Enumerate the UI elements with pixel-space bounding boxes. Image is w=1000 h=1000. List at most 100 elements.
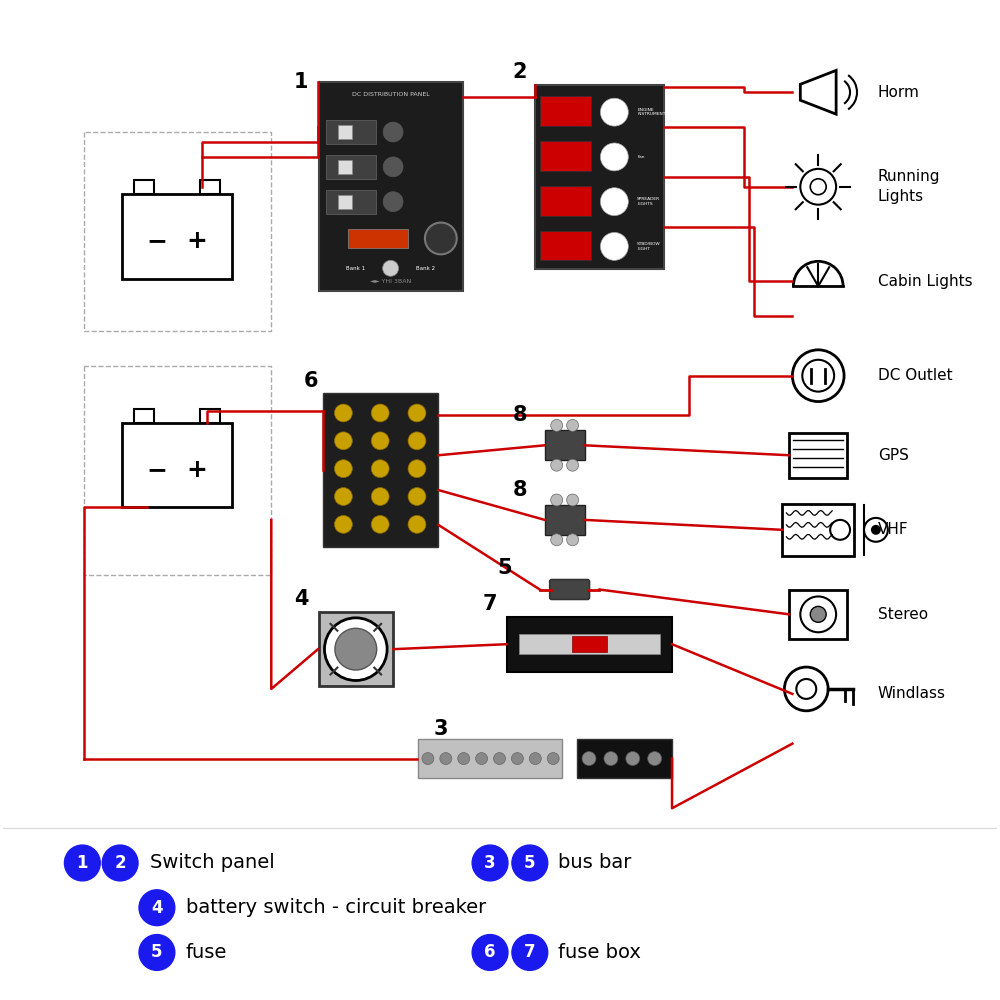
Text: 2: 2 bbox=[114, 854, 126, 872]
Circle shape bbox=[371, 404, 389, 422]
Text: 5: 5 bbox=[498, 558, 512, 578]
Circle shape bbox=[383, 122, 403, 142]
FancyBboxPatch shape bbox=[577, 739, 672, 778]
Circle shape bbox=[334, 404, 352, 422]
FancyBboxPatch shape bbox=[319, 612, 393, 686]
Text: +: + bbox=[186, 458, 207, 482]
FancyBboxPatch shape bbox=[122, 423, 232, 507]
FancyBboxPatch shape bbox=[540, 186, 591, 216]
FancyBboxPatch shape bbox=[545, 430, 585, 460]
Circle shape bbox=[440, 753, 452, 765]
Circle shape bbox=[600, 98, 628, 126]
Text: 1: 1 bbox=[77, 854, 88, 872]
Circle shape bbox=[600, 232, 628, 260]
Text: 3: 3 bbox=[484, 854, 496, 872]
Text: DC Outlet: DC Outlet bbox=[878, 368, 953, 383]
FancyBboxPatch shape bbox=[200, 180, 220, 194]
Circle shape bbox=[476, 753, 488, 765]
Text: 2: 2 bbox=[513, 62, 527, 82]
Text: DC DISTRIBUTION PANEL: DC DISTRIBUTION PANEL bbox=[352, 92, 429, 97]
Text: 8: 8 bbox=[513, 405, 527, 425]
Circle shape bbox=[425, 223, 457, 254]
FancyBboxPatch shape bbox=[572, 636, 607, 652]
Text: 1: 1 bbox=[294, 72, 308, 92]
Text: STBD/BOW
LIGHT: STBD/BOW LIGHT bbox=[637, 242, 661, 251]
Circle shape bbox=[408, 432, 426, 450]
Circle shape bbox=[408, 488, 426, 505]
Text: ◄► YHI 3BAN: ◄► YHI 3BAN bbox=[370, 279, 411, 284]
Text: ENGINE
INSTRUMENTS: ENGINE INSTRUMENTS bbox=[637, 108, 668, 116]
Circle shape bbox=[383, 192, 403, 212]
Circle shape bbox=[371, 515, 389, 533]
FancyBboxPatch shape bbox=[540, 231, 591, 260]
FancyBboxPatch shape bbox=[338, 160, 352, 174]
Circle shape bbox=[512, 845, 548, 881]
Text: 6: 6 bbox=[484, 943, 496, 961]
Circle shape bbox=[408, 404, 426, 422]
FancyBboxPatch shape bbox=[323, 393, 438, 547]
Text: bus bar: bus bar bbox=[558, 853, 631, 872]
FancyBboxPatch shape bbox=[134, 409, 154, 423]
FancyBboxPatch shape bbox=[326, 190, 376, 214]
Text: 7: 7 bbox=[483, 594, 497, 614]
Circle shape bbox=[582, 752, 596, 766]
Text: Fan: Fan bbox=[637, 155, 645, 159]
FancyBboxPatch shape bbox=[789, 589, 847, 639]
Circle shape bbox=[551, 494, 563, 506]
FancyBboxPatch shape bbox=[540, 96, 591, 126]
FancyBboxPatch shape bbox=[338, 195, 352, 209]
Text: Switch panel: Switch panel bbox=[150, 853, 275, 872]
Text: 6: 6 bbox=[304, 371, 318, 391]
Circle shape bbox=[408, 460, 426, 478]
Text: +: + bbox=[186, 229, 207, 253]
Text: 7: 7 bbox=[524, 943, 536, 961]
Circle shape bbox=[626, 752, 640, 766]
Circle shape bbox=[371, 432, 389, 450]
Circle shape bbox=[422, 753, 434, 765]
Circle shape bbox=[600, 143, 628, 171]
Circle shape bbox=[371, 460, 389, 478]
Circle shape bbox=[334, 515, 352, 533]
Circle shape bbox=[604, 752, 618, 766]
Circle shape bbox=[472, 935, 508, 970]
Text: Cabin Lights: Cabin Lights bbox=[878, 274, 973, 289]
Circle shape bbox=[567, 534, 579, 546]
Circle shape bbox=[383, 157, 403, 177]
Text: 4: 4 bbox=[294, 589, 308, 609]
Circle shape bbox=[64, 845, 100, 881]
Circle shape bbox=[871, 525, 881, 535]
Circle shape bbox=[567, 494, 579, 506]
Circle shape bbox=[567, 459, 579, 471]
Text: GPS: GPS bbox=[878, 448, 909, 463]
FancyBboxPatch shape bbox=[348, 229, 408, 248]
Circle shape bbox=[810, 606, 826, 622]
FancyBboxPatch shape bbox=[134, 180, 154, 194]
Circle shape bbox=[551, 419, 563, 431]
Text: 4: 4 bbox=[151, 899, 163, 917]
Circle shape bbox=[547, 753, 559, 765]
Text: Running: Running bbox=[878, 169, 940, 184]
Circle shape bbox=[472, 845, 508, 881]
Circle shape bbox=[551, 459, 563, 471]
FancyBboxPatch shape bbox=[418, 739, 562, 778]
Text: 5: 5 bbox=[151, 943, 163, 961]
Circle shape bbox=[408, 515, 426, 533]
Text: fuse: fuse bbox=[186, 943, 227, 962]
FancyBboxPatch shape bbox=[535, 85, 664, 269]
Circle shape bbox=[139, 890, 175, 926]
Circle shape bbox=[511, 753, 523, 765]
FancyBboxPatch shape bbox=[326, 120, 376, 144]
FancyBboxPatch shape bbox=[326, 155, 376, 179]
Circle shape bbox=[529, 753, 541, 765]
FancyBboxPatch shape bbox=[319, 82, 463, 291]
Text: VHF: VHF bbox=[878, 522, 909, 537]
FancyBboxPatch shape bbox=[540, 141, 591, 171]
FancyBboxPatch shape bbox=[200, 409, 220, 423]
Circle shape bbox=[567, 419, 579, 431]
Circle shape bbox=[334, 432, 352, 450]
Text: fuse box: fuse box bbox=[558, 943, 641, 962]
Text: Lights: Lights bbox=[878, 189, 924, 204]
FancyBboxPatch shape bbox=[507, 617, 672, 672]
Circle shape bbox=[139, 935, 175, 970]
Text: −: − bbox=[146, 229, 167, 253]
